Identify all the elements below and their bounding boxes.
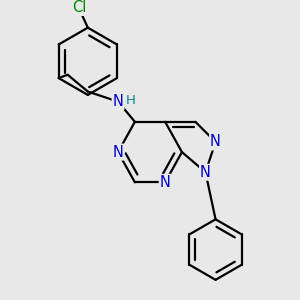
Text: N: N: [112, 145, 124, 160]
Text: N: N: [210, 134, 221, 149]
Text: H: H: [126, 94, 136, 107]
Text: N: N: [160, 175, 171, 190]
Text: N: N: [112, 94, 124, 109]
Text: Cl: Cl: [72, 0, 87, 15]
Text: N: N: [200, 165, 211, 180]
